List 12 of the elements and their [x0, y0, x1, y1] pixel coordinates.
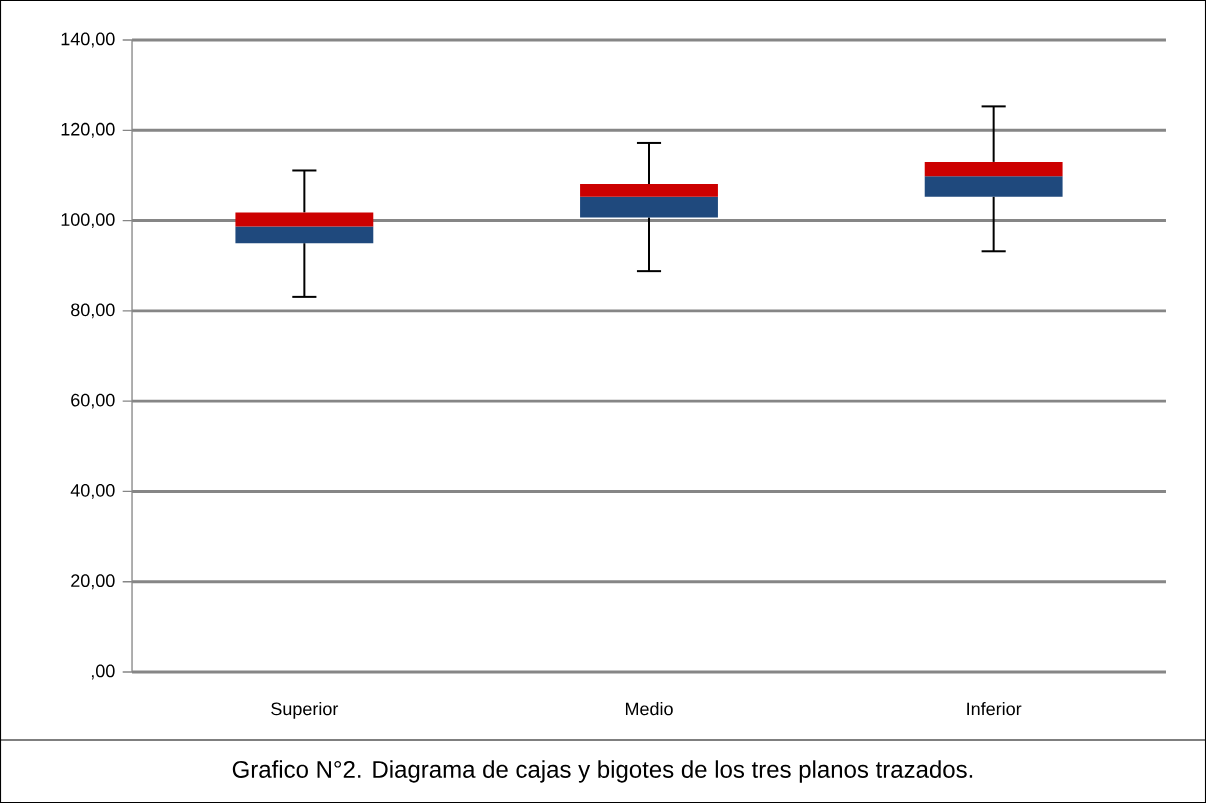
text: Grafico N°2. Diagrama de cajas y bigotes de los tres planos trazados. [232, 760, 973, 783]
x-tick-label: Inferior [967, 702, 1022, 716]
y-tick-label: 20,00 [71, 574, 115, 590]
y-tick-label: 80,00 [71, 303, 115, 319]
x-tick-label: Medio [625, 702, 673, 716]
y-tick-label: 100,00 [61, 213, 115, 229]
y-tick-label: 40,00 [70, 483, 115, 499]
y-tick-label: 140,00 [61, 32, 115, 48]
y-tick-label: 120,00 [61, 122, 115, 138]
x-tick-label: Superior [271, 702, 339, 719]
y-tick-label: 60,00 [71, 393, 115, 409]
y-tick-label: ,00 [91, 664, 115, 680]
